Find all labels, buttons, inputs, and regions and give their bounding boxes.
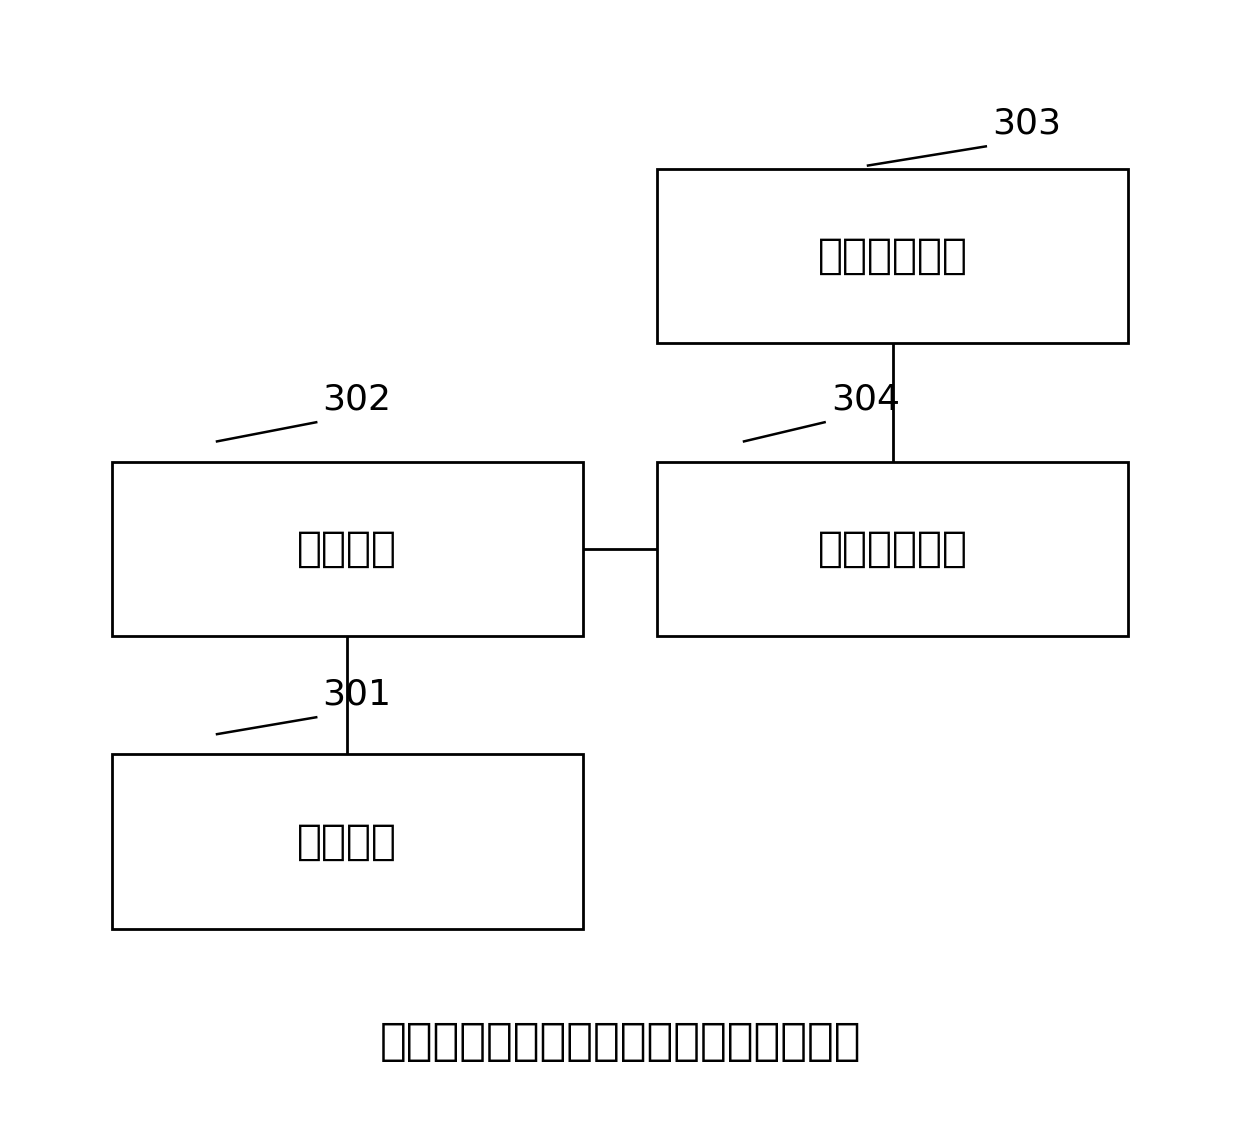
Text: 第一获取单元: 第一获取单元 [818, 235, 967, 277]
Bar [657, 462, 1128, 636]
Text: 304: 304 [831, 383, 900, 417]
Text: 第二获取单元: 第二获取单元 [818, 528, 967, 570]
Text: 301: 301 [322, 678, 392, 712]
Text: 302: 302 [322, 383, 392, 417]
Bar [657, 169, 1128, 343]
Bar [112, 754, 583, 929]
Bar [112, 462, 583, 636]
Text: 训练单元: 训练单元 [298, 528, 397, 570]
Text: 303: 303 [992, 107, 1061, 141]
Text: 消化道内镜影像中肿瘤的多尺度检测装置: 消化道内镜影像中肿瘤的多尺度检测装置 [379, 1020, 861, 1063]
Text: 标记单元: 标记单元 [298, 821, 397, 863]
